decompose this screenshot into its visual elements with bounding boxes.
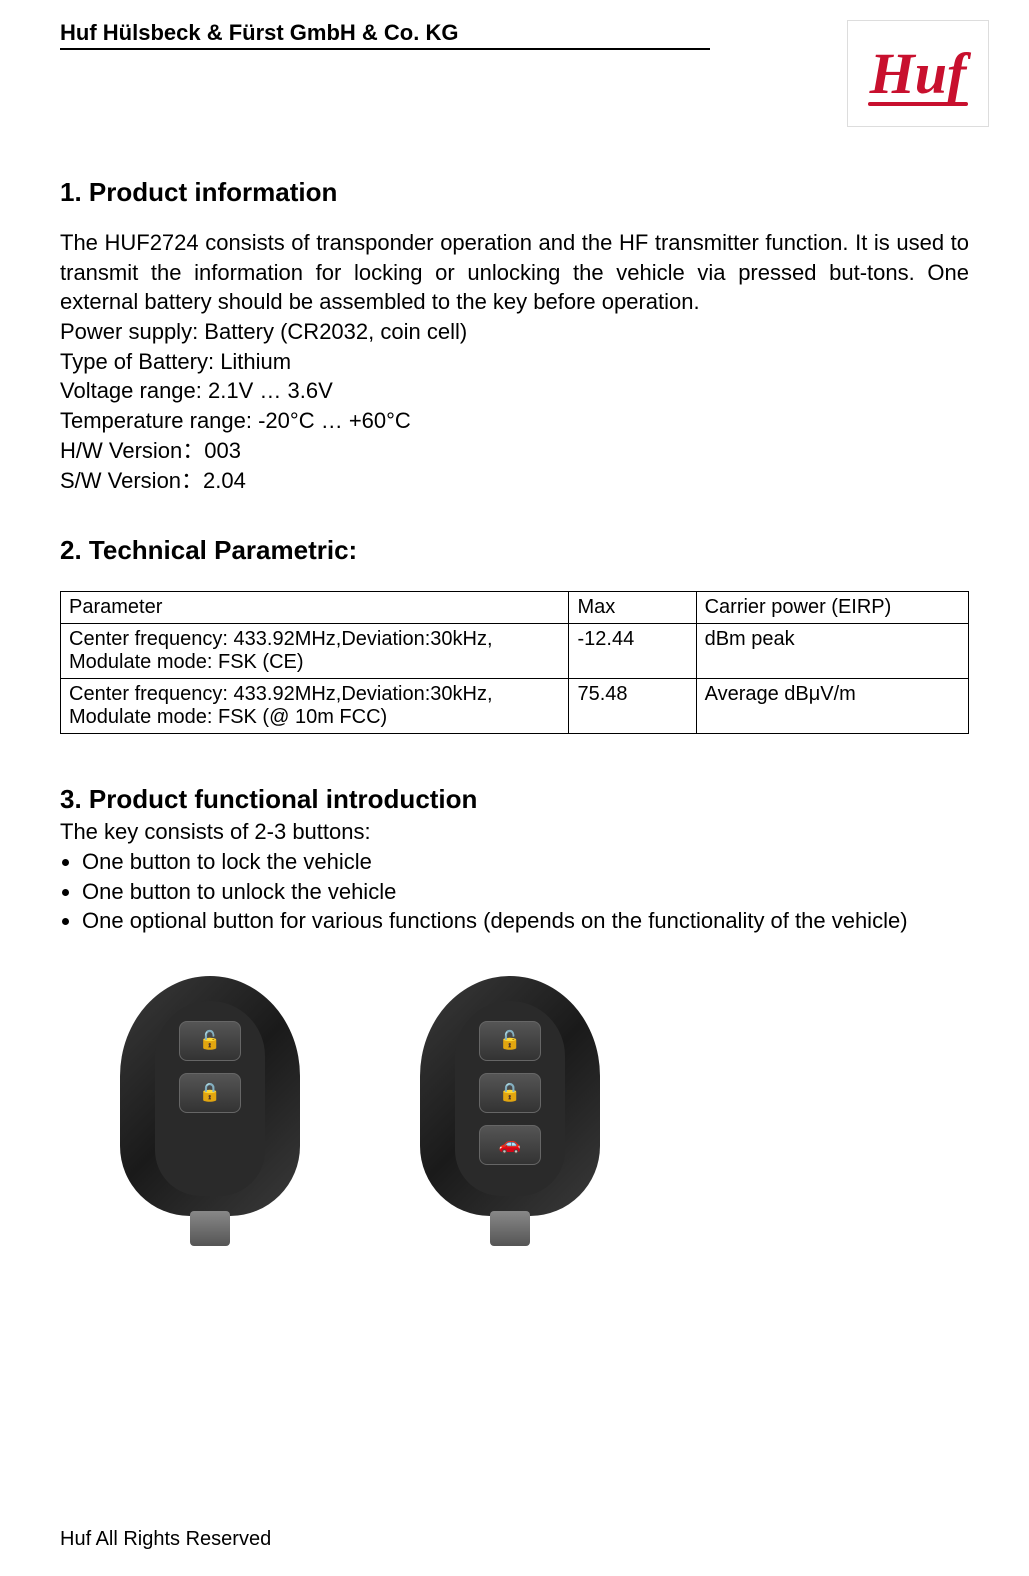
- fob-body: 🔓 🔒: [120, 976, 300, 1216]
- spec-battery-type: Type of Battery: Lithium: [60, 347, 969, 377]
- cell-unit: dBm peak: [696, 624, 968, 679]
- bullet-item: One button to unlock the vehicle: [82, 877, 969, 907]
- lock-button-icon: 🔒: [479, 1073, 541, 1113]
- table-row: Center frequency: 433.92MHz,Deviation:30…: [61, 624, 969, 679]
- table-header-row: Parameter Max Carrier power (EIRP): [61, 592, 969, 624]
- spec-hw-version: H/W Version：003: [60, 436, 969, 466]
- spec-sw-version: S/W Version：2.04: [60, 466, 969, 496]
- fob-stub: [190, 1211, 230, 1246]
- col-parameter: Parameter: [61, 592, 569, 624]
- unlock-button-icon: 🔓: [479, 1021, 541, 1061]
- lock-button-icon: 🔒: [179, 1073, 241, 1113]
- section1-title: 1. Product information: [60, 177, 969, 208]
- fob-body: 🔓 🔒 🚗: [420, 976, 600, 1216]
- fob-inner: 🔓 🔒 🚗: [455, 1001, 565, 1196]
- cell-max: -12.44: [569, 624, 696, 679]
- unlock-button-icon: 🔓: [179, 1021, 241, 1061]
- spec-voltage-range: Voltage range: 2.1V … 3.6V: [60, 376, 969, 406]
- cell-unit: Average dBμV/m: [696, 679, 968, 734]
- company-name: Huf Hülsbeck & Fürst GmbH & Co. KG: [60, 20, 710, 50]
- company-logo: Huf: [847, 20, 989, 127]
- fob-stub: [490, 1211, 530, 1246]
- bullet-item: One optional button for various function…: [82, 906, 969, 936]
- logo-text: Huf: [870, 40, 967, 107]
- page-footer: Huf All Rights Reserved: [60, 1528, 271, 1551]
- cell-max: 75.48: [569, 679, 696, 734]
- key-fob-2button: 🔓 🔒: [120, 976, 300, 1246]
- section2-title: 2. Technical Parametric:: [60, 535, 969, 566]
- key-fob-3button: 🔓 🔒 🚗: [420, 976, 600, 1246]
- col-max: Max: [569, 592, 696, 624]
- key-fob-images: 🔓 🔒 🔓 🔒 🚗: [120, 976, 969, 1246]
- table-row: Center frequency: 433.92MHz,Deviation:30…: [61, 679, 969, 734]
- col-unit: Carrier power (EIRP): [696, 592, 968, 624]
- section3-bullets: The key consists of 2-3 buttons: One but…: [60, 817, 969, 936]
- section3-title: 3. Product functional introduction: [60, 784, 969, 815]
- header-left: Huf Hülsbeck & Fürst GmbH & Co. KG: [60, 20, 847, 50]
- parameters-table: Parameter Max Carrier power (EIRP) Cente…: [60, 591, 969, 734]
- spec-temp-range: Temperature range: -20°C … +60°C: [60, 406, 969, 436]
- section3: 3. Product functional introduction The k…: [60, 784, 969, 1246]
- page-header: Huf Hülsbeck & Fürst GmbH & Co. KG Huf: [60, 20, 969, 127]
- section1-description: The HUF2724 consists of transponder oper…: [60, 228, 969, 317]
- optional-button-icon: 🚗: [479, 1125, 541, 1165]
- cell-param: Center frequency: 433.92MHz,Deviation:30…: [61, 624, 569, 679]
- fob-inner: 🔓 🔒: [155, 1001, 265, 1196]
- bullet-item: One button to lock the vehicle: [82, 847, 969, 877]
- spec-power-supply: Power supply: Battery (CR2032, coin cell…: [60, 317, 969, 347]
- cell-param: Center frequency: 433.92MHz,Deviation:30…: [61, 679, 569, 734]
- section3-intro: The key consists of 2-3 buttons:: [60, 817, 969, 847]
- logo-underline: [868, 102, 968, 106]
